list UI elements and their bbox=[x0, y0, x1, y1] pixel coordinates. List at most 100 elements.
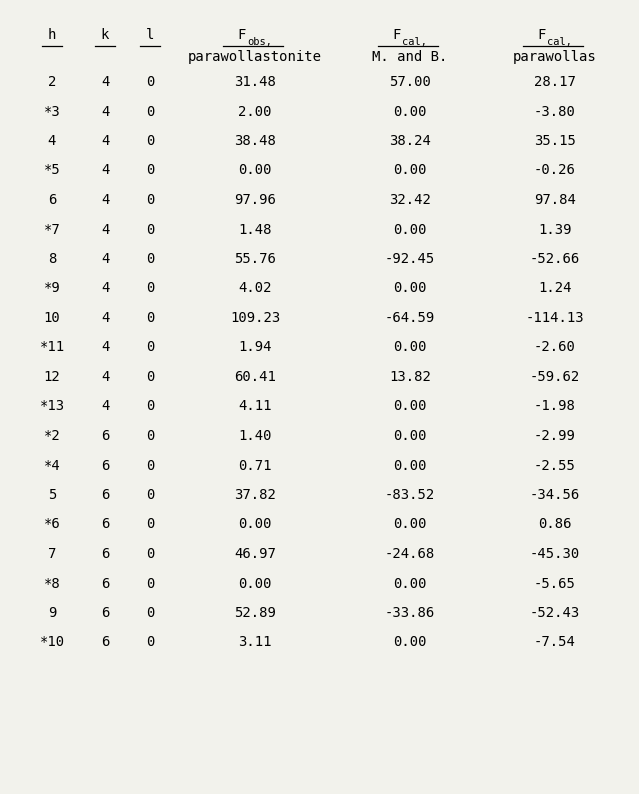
Text: 1.48: 1.48 bbox=[238, 222, 272, 237]
Text: 6: 6 bbox=[101, 635, 109, 649]
Text: 0.00: 0.00 bbox=[393, 164, 427, 178]
Text: 0.00: 0.00 bbox=[393, 635, 427, 649]
Text: 60.41: 60.41 bbox=[234, 370, 276, 384]
Text: 0: 0 bbox=[146, 311, 154, 325]
Text: 0: 0 bbox=[146, 399, 154, 414]
Text: 2.00: 2.00 bbox=[238, 105, 272, 118]
Text: 0: 0 bbox=[146, 164, 154, 178]
Text: 0: 0 bbox=[146, 134, 154, 148]
Text: cal,: cal, bbox=[547, 37, 572, 47]
Text: 0: 0 bbox=[146, 222, 154, 237]
Text: h: h bbox=[48, 28, 56, 42]
Text: -1.98: -1.98 bbox=[534, 399, 576, 414]
Text: 4: 4 bbox=[101, 399, 109, 414]
Text: parawollas: parawollas bbox=[513, 50, 597, 64]
Text: 4: 4 bbox=[101, 341, 109, 354]
Text: k: k bbox=[101, 28, 109, 42]
Text: F: F bbox=[537, 28, 545, 42]
Text: 0: 0 bbox=[146, 282, 154, 295]
Text: 0: 0 bbox=[146, 518, 154, 531]
Text: 0: 0 bbox=[146, 576, 154, 591]
Text: 0: 0 bbox=[146, 488, 154, 502]
Text: -83.52: -83.52 bbox=[385, 488, 435, 502]
Text: 4.02: 4.02 bbox=[238, 282, 272, 295]
Text: 0.71: 0.71 bbox=[238, 458, 272, 472]
Text: 6: 6 bbox=[101, 458, 109, 472]
Text: -2.60: -2.60 bbox=[534, 341, 576, 354]
Text: 37.82: 37.82 bbox=[234, 488, 276, 502]
Text: 1.40: 1.40 bbox=[238, 429, 272, 443]
Text: 46.97: 46.97 bbox=[234, 547, 276, 561]
Text: 0: 0 bbox=[146, 429, 154, 443]
Text: *5: *5 bbox=[43, 164, 60, 178]
Text: 4: 4 bbox=[101, 311, 109, 325]
Text: 0.00: 0.00 bbox=[238, 164, 272, 178]
Text: 6: 6 bbox=[101, 429, 109, 443]
Text: 0.00: 0.00 bbox=[393, 282, 427, 295]
Text: 4: 4 bbox=[101, 75, 109, 89]
Text: -52.66: -52.66 bbox=[530, 252, 580, 266]
Text: 6: 6 bbox=[101, 518, 109, 531]
Text: *8: *8 bbox=[43, 576, 60, 591]
Text: 0.00: 0.00 bbox=[393, 429, 427, 443]
Text: obs,: obs, bbox=[247, 37, 272, 47]
Text: -24.68: -24.68 bbox=[385, 547, 435, 561]
Text: 0.00: 0.00 bbox=[393, 341, 427, 354]
Text: 0: 0 bbox=[146, 252, 154, 266]
Text: 8: 8 bbox=[48, 252, 56, 266]
Text: 1.24: 1.24 bbox=[538, 282, 572, 295]
Text: 4.11: 4.11 bbox=[238, 399, 272, 414]
Text: 1.39: 1.39 bbox=[538, 222, 572, 237]
Text: 57.00: 57.00 bbox=[389, 75, 431, 89]
Text: 0.00: 0.00 bbox=[393, 458, 427, 472]
Text: -33.86: -33.86 bbox=[385, 606, 435, 620]
Text: 0.00: 0.00 bbox=[393, 105, 427, 118]
Text: 6: 6 bbox=[101, 488, 109, 502]
Text: 0: 0 bbox=[146, 458, 154, 472]
Text: 35.15: 35.15 bbox=[534, 134, 576, 148]
Text: 0: 0 bbox=[146, 105, 154, 118]
Text: *7: *7 bbox=[43, 222, 60, 237]
Text: 52.89: 52.89 bbox=[234, 606, 276, 620]
Text: 32.42: 32.42 bbox=[389, 193, 431, 207]
Text: *11: *11 bbox=[40, 341, 65, 354]
Text: parawollastonite: parawollastonite bbox=[188, 50, 322, 64]
Text: 38.24: 38.24 bbox=[389, 134, 431, 148]
Text: 0.00: 0.00 bbox=[238, 518, 272, 531]
Text: 4: 4 bbox=[101, 164, 109, 178]
Text: -92.45: -92.45 bbox=[385, 252, 435, 266]
Text: 0.00: 0.00 bbox=[238, 576, 272, 591]
Text: 0.00: 0.00 bbox=[393, 399, 427, 414]
Text: 4: 4 bbox=[101, 105, 109, 118]
Text: *10: *10 bbox=[40, 635, 65, 649]
Text: 9: 9 bbox=[48, 606, 56, 620]
Text: 6: 6 bbox=[101, 576, 109, 591]
Text: 12: 12 bbox=[43, 370, 60, 384]
Text: 6: 6 bbox=[101, 606, 109, 620]
Text: 0: 0 bbox=[146, 547, 154, 561]
Text: 4: 4 bbox=[101, 252, 109, 266]
Text: 0: 0 bbox=[146, 635, 154, 649]
Text: 0.00: 0.00 bbox=[393, 518, 427, 531]
Text: 4: 4 bbox=[101, 370, 109, 384]
Text: 4: 4 bbox=[48, 134, 56, 148]
Text: 55.76: 55.76 bbox=[234, 252, 276, 266]
Text: 2: 2 bbox=[48, 75, 56, 89]
Text: 0: 0 bbox=[146, 193, 154, 207]
Text: l: l bbox=[146, 28, 154, 42]
Text: 38.48: 38.48 bbox=[234, 134, 276, 148]
Text: 0.00: 0.00 bbox=[393, 576, 427, 591]
Text: *13: *13 bbox=[40, 399, 65, 414]
Text: -64.59: -64.59 bbox=[385, 311, 435, 325]
Text: 0: 0 bbox=[146, 341, 154, 354]
Text: F: F bbox=[392, 28, 401, 42]
Text: -52.43: -52.43 bbox=[530, 606, 580, 620]
Text: 0: 0 bbox=[146, 606, 154, 620]
Text: *6: *6 bbox=[43, 518, 60, 531]
Text: 6: 6 bbox=[48, 193, 56, 207]
Text: 10: 10 bbox=[43, 311, 60, 325]
Text: 0.86: 0.86 bbox=[538, 518, 572, 531]
Text: M. and B.: M. and B. bbox=[373, 50, 448, 64]
Text: F: F bbox=[237, 28, 245, 42]
Text: 4: 4 bbox=[101, 134, 109, 148]
